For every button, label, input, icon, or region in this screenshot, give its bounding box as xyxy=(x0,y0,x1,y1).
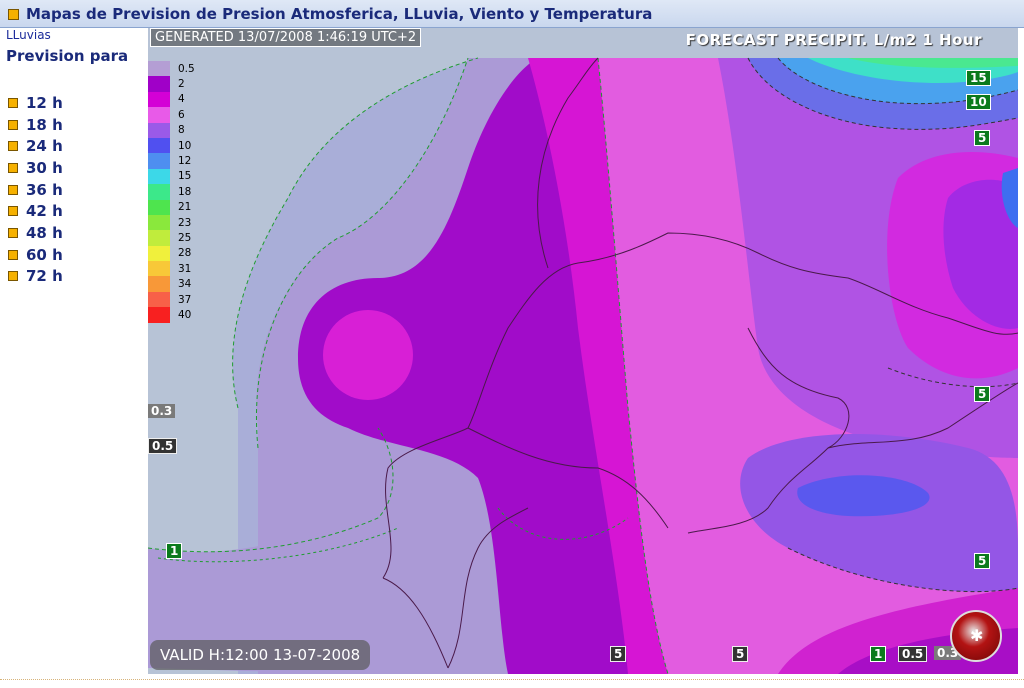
sidebar: LLuvias Prevision para 12 h 18 h 24 h 30… xyxy=(0,28,148,688)
legend-row: 0.5 xyxy=(148,61,204,77)
legend-swatch xyxy=(148,245,170,262)
legend-row: 15 xyxy=(148,168,204,185)
legend-value: 8 xyxy=(178,124,185,137)
bullet-icon xyxy=(8,97,18,108)
bullet-icon xyxy=(8,162,18,173)
legend-row: 23 xyxy=(148,214,204,231)
legend-row: 28 xyxy=(148,245,204,262)
hour-item-60[interactable]: 60 h xyxy=(8,244,63,266)
legend-value: 21 xyxy=(178,201,192,214)
legend-row: 21 xyxy=(148,199,204,215)
legend-row: 31 xyxy=(148,261,204,277)
forecast-title: FORECAST PRECIPIT. L/m2 1 Hour xyxy=(685,31,982,49)
legend-value: 34 xyxy=(178,278,192,291)
contour-label: 10 xyxy=(966,94,991,110)
legend-swatch xyxy=(148,199,170,215)
legend-row: 18 xyxy=(148,184,204,200)
legend-swatch xyxy=(148,230,170,246)
generated-timestamp: GENERATED 13/07/2008 1:46:19 UTC+2 xyxy=(150,28,422,47)
contour-label: 0.5 xyxy=(898,646,928,662)
legend-value: 15 xyxy=(178,170,192,183)
legend-value: 12 xyxy=(178,155,192,168)
map-field xyxy=(148,28,1018,674)
legend-value: 18 xyxy=(178,185,192,198)
legend-swatch xyxy=(148,76,170,92)
legend-swatch xyxy=(148,91,170,108)
lluvias-link[interactable]: LLuvias xyxy=(6,28,51,42)
bullet-icon xyxy=(8,141,18,152)
legend-swatch xyxy=(148,61,170,77)
legend-value: 31 xyxy=(178,262,192,275)
contour-label: 1 xyxy=(870,646,887,662)
contour-label: 5 xyxy=(974,553,991,569)
bullet-icon xyxy=(8,184,18,195)
precipitation-legend: 0.5 2 4 6 8 10 12 15 18 21 23 25 28 31 34 37 40 xyxy=(148,61,204,323)
legend-swatch xyxy=(148,261,170,277)
legend-row: 6 xyxy=(148,107,204,123)
forecast-hours-list: 12 h 18 h 24 h 30 h 36 h 42 h 48 h 60 h … xyxy=(8,92,63,287)
hour-item-48[interactable]: 48 h xyxy=(8,222,63,244)
legend-value: 40 xyxy=(178,308,192,321)
hour-item-18[interactable]: 18 h xyxy=(8,114,63,136)
hour-item-24[interactable]: 24 h xyxy=(8,135,63,157)
valid-time-label: VALID H:12:00 13-07-2008 xyxy=(150,640,371,670)
legend-value: 0.5 xyxy=(178,62,195,75)
prevision-heading: Prevision para xyxy=(6,47,129,65)
legend-swatch xyxy=(148,276,170,292)
bullet-icon xyxy=(8,119,18,130)
title-bullet-icon xyxy=(8,9,19,20)
bullet-icon xyxy=(8,206,18,217)
legend-value: 6 xyxy=(178,108,185,121)
precipitation-map: GENERATED 13/07/2008 1:46:19 UTC+2 FOREC… xyxy=(148,28,1018,674)
legend-value: 10 xyxy=(178,139,192,152)
legend-value: 23 xyxy=(178,216,192,229)
legend-row: 12 xyxy=(148,153,204,169)
legend-swatch xyxy=(148,137,170,154)
legend-swatch xyxy=(148,184,170,200)
legend-row: 37 xyxy=(148,291,204,308)
bullet-icon xyxy=(8,271,18,282)
legend-row: 25 xyxy=(148,230,204,246)
contour-label: 5 xyxy=(610,646,627,662)
legend-value: 25 xyxy=(178,231,192,244)
legend-value: 28 xyxy=(178,247,192,260)
title-bar: Mapas de Prevision de Presion Atmosferic… xyxy=(0,0,1024,28)
legend-row: 10 xyxy=(148,137,204,154)
page-title: Mapas de Prevision de Presion Atmosferic… xyxy=(26,5,653,23)
legend-swatch xyxy=(148,122,170,138)
contour-label: 5 xyxy=(732,646,749,662)
meteo-logo-icon: ✱ xyxy=(950,610,1002,662)
legend-swatch xyxy=(148,214,170,231)
legend-row: 4 xyxy=(148,91,204,108)
contour-label: 0.3 xyxy=(148,404,176,418)
legend-swatch xyxy=(148,307,170,323)
hour-item-72[interactable]: 72 h xyxy=(8,266,63,288)
contour-label: 5 xyxy=(974,386,991,402)
contour-label: 15 xyxy=(966,70,991,86)
legend-swatch xyxy=(148,168,170,185)
legend-swatch xyxy=(148,107,170,123)
legend-row: 40 xyxy=(148,307,204,323)
contour-label: 0.5 xyxy=(148,438,178,454)
bullet-icon xyxy=(8,227,18,238)
contour-label: 5 xyxy=(974,130,991,146)
legend-value: 2 xyxy=(178,78,185,91)
hour-item-12[interactable]: 12 h xyxy=(8,92,63,114)
legend-row: 8 xyxy=(148,122,204,138)
hour-item-42[interactable]: 42 h xyxy=(8,200,63,222)
bullet-icon xyxy=(8,249,18,260)
legend-value: 4 xyxy=(178,93,185,106)
legend-swatch xyxy=(148,153,170,169)
legend-swatch xyxy=(148,291,170,308)
hour-item-36[interactable]: 36 h xyxy=(8,179,63,201)
hour-item-30[interactable]: 30 h xyxy=(8,157,63,179)
legend-value: 37 xyxy=(178,293,192,306)
bottom-divider xyxy=(0,679,1024,680)
legend-row: 2 xyxy=(148,76,204,92)
contour-label: 1 xyxy=(166,543,183,559)
legend-row: 34 xyxy=(148,276,204,292)
